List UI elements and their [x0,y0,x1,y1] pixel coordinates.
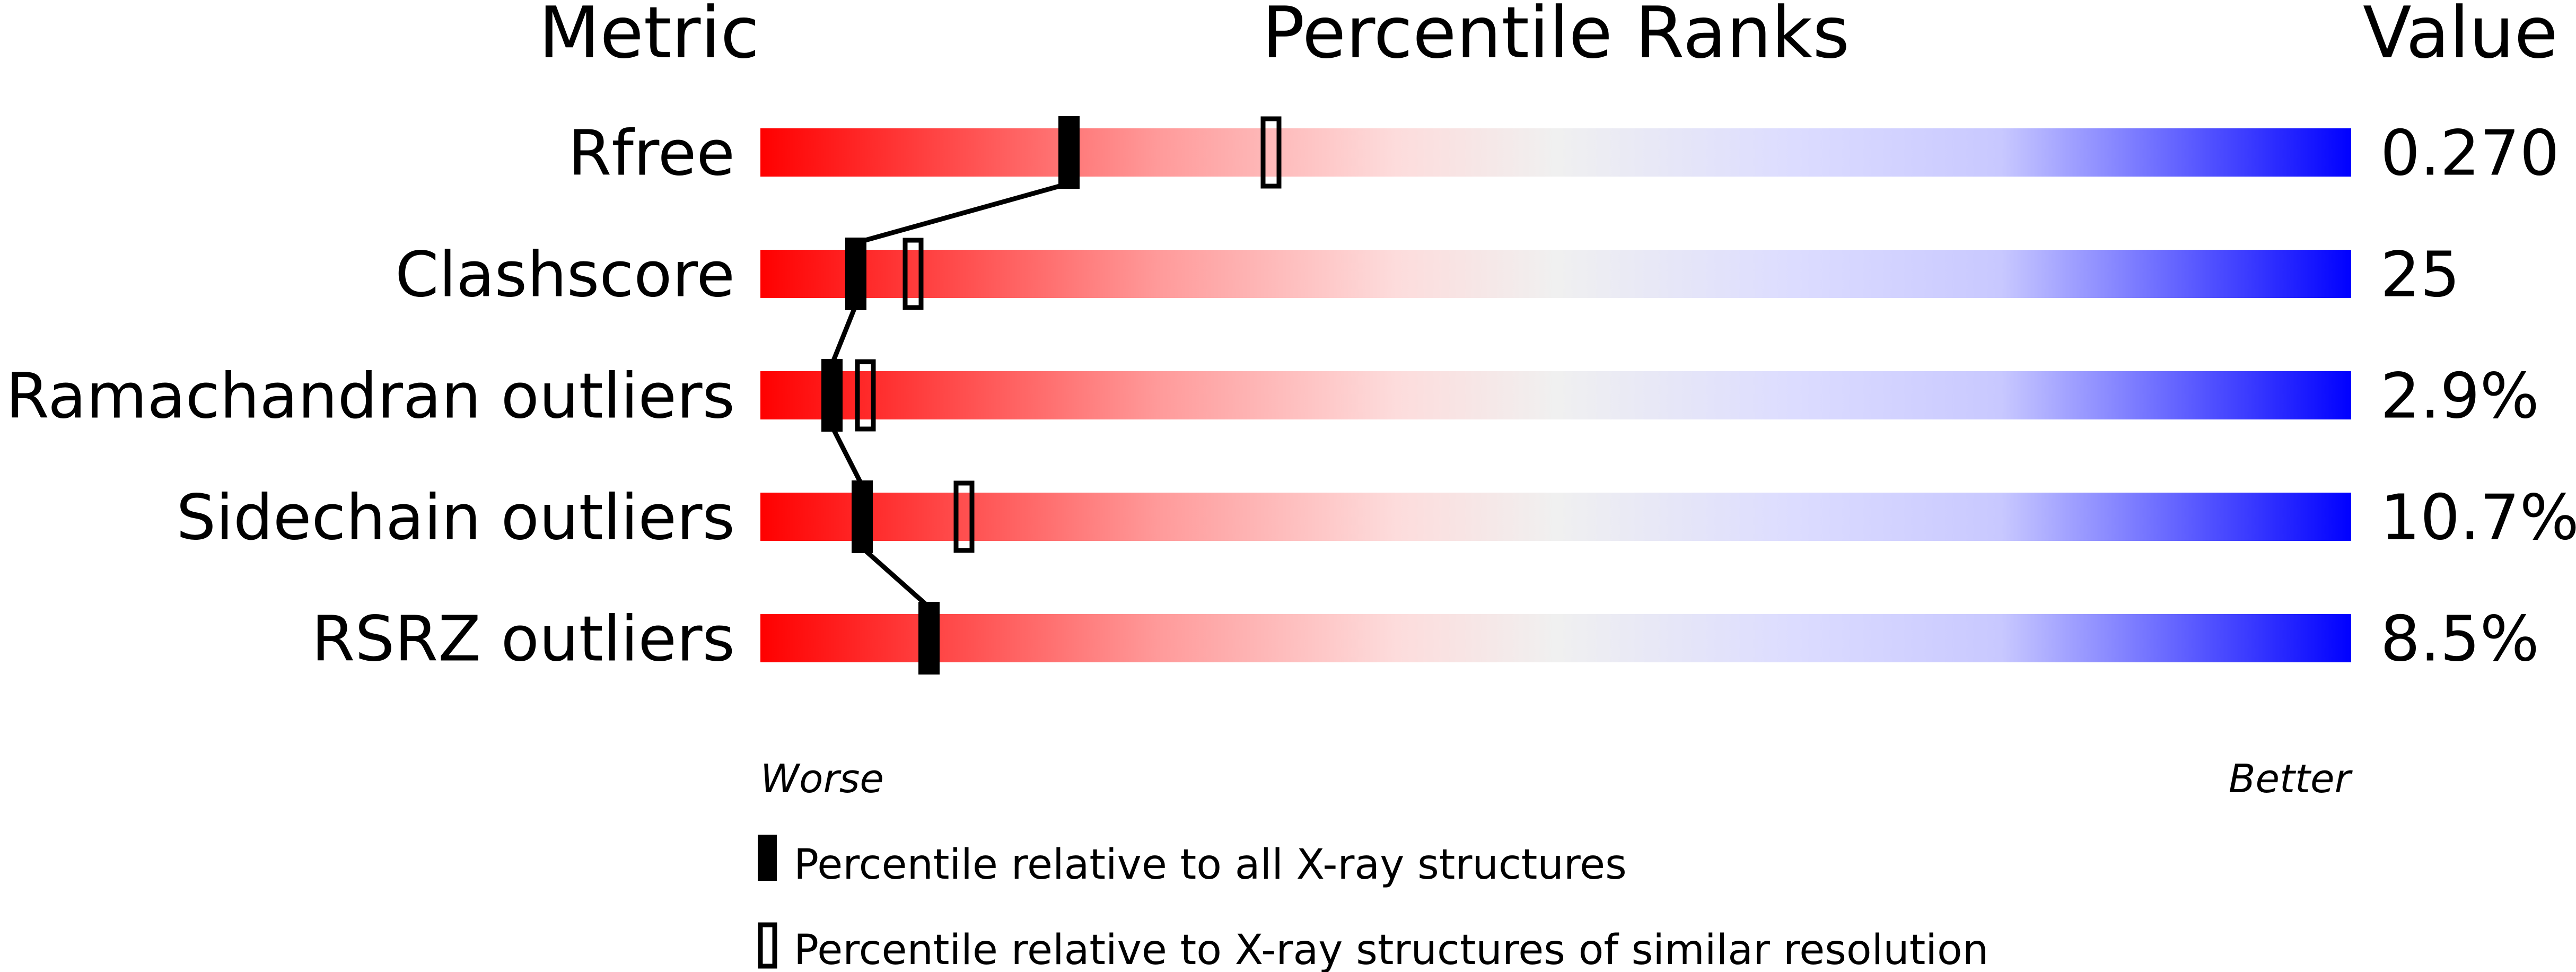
percentile-connector-line [829,304,858,365]
metric-value: 8.5% [2380,602,2539,676]
percentile-bar [760,614,2351,662]
metric-header: Metric [539,0,760,74]
better-label: Better [2229,756,2353,802]
similar-resolution-percentile-marker [855,359,876,432]
value-header: Value [2363,0,2558,74]
similar-resolution-percentile-marker [1260,116,1282,189]
percentile-header: Percentile Ranks [1262,0,1850,74]
metric-label: Clashscore [395,238,735,311]
percentile-connector-line [855,181,1070,246]
legend-filled-marker-icon [758,835,777,881]
legend-similar-label: Percentile relative to X-ray structures … [794,926,1988,972]
legend-all-label: Percentile relative to all X-ray structu… [794,841,1627,889]
metric-value: 0.270 [2380,117,2560,190]
legend-open-marker-icon [758,922,777,969]
similar-resolution-percentile-marker [953,480,975,553]
percentile-bar [760,493,2351,541]
percentile-bar [760,128,2351,177]
metric-label: Rfree [568,117,735,190]
similar-resolution-percentile-marker [903,238,924,310]
metric-value: 25 [2380,238,2460,311]
all-structures-percentile-marker [845,238,866,310]
all-structures-percentile-marker [821,359,843,432]
metric-label: RSRZ outliers [311,602,735,676]
metric-value: 10.7% [2380,481,2576,554]
percentile-bar [760,371,2351,419]
percentile-connector-line [861,546,931,609]
percentile-bar [760,250,2351,298]
all-structures-percentile-marker [852,480,873,553]
metric-value: 2.9% [2380,360,2539,433]
percentile-connector-line [829,425,865,487]
all-structures-percentile-marker [1058,116,1080,189]
all-structures-percentile-marker [918,602,940,675]
metric-label: Sidechain outliers [176,481,735,554]
metric-label: Ramachandran outliers [6,360,735,433]
worse-label: Worse [760,756,884,802]
